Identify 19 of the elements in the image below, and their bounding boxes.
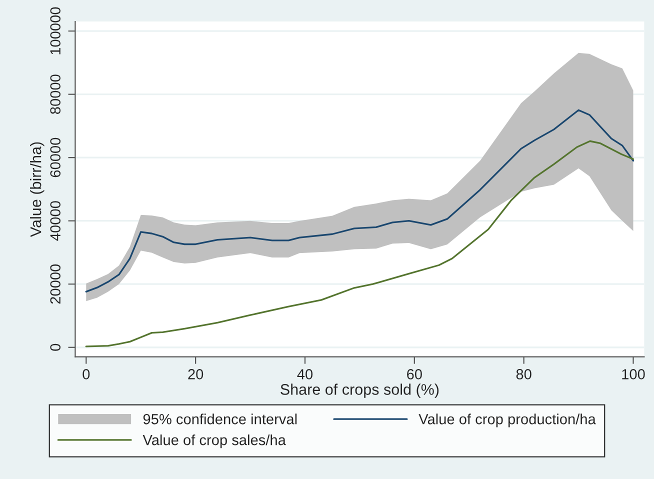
y-tick-label: 40000 bbox=[50, 201, 61, 241]
y-axis-title: Value (birr/ha) bbox=[30, 142, 44, 237]
y-tick-label: 60000 bbox=[50, 138, 61, 178]
line-series bbox=[85, 140, 634, 348]
legend-label: Value of crop production/ha bbox=[418, 414, 596, 428]
x-tick-label: 40 bbox=[297, 369, 313, 380]
x-tick-label: 100 bbox=[622, 369, 645, 380]
y-tick-label: 100000 bbox=[50, 7, 61, 54]
x-tick-label: 0 bbox=[82, 369, 90, 380]
x-tick-label: 80 bbox=[516, 369, 532, 380]
line-series bbox=[85, 109, 634, 293]
y-tick-label: 80000 bbox=[50, 74, 61, 114]
legend-label: 95% confidence interval bbox=[143, 414, 297, 424]
x-axis-title: Share of crops sold (%) bbox=[280, 384, 439, 398]
y-tick-label: 20000 bbox=[50, 264, 61, 304]
x-tick-label: 60 bbox=[407, 369, 422, 380]
legend-label: Value of crop sales/ha bbox=[142, 434, 286, 448]
y-tick-label: 0 bbox=[50, 344, 61, 351]
x-tick-label: 20 bbox=[188, 369, 204, 380]
